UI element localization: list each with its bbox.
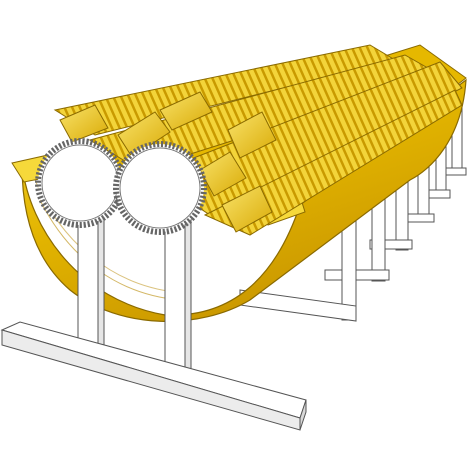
- gear-icon: [35, 138, 125, 228]
- gear-icon: [113, 141, 207, 235]
- front-stands: [0, 204, 307, 431]
- gear-racks: [53, 44, 463, 236]
- rack-block-4: [227, 111, 277, 159]
- stand-frame-2: [164, 209, 192, 376]
- base-beam: [0, 321, 307, 419]
- rack-block-2: [117, 111, 171, 158]
- rack-block-5: [199, 151, 247, 197]
- rack-block-3: [159, 91, 213, 131]
- rack-block-1: [59, 104, 109, 143]
- rack-block-6: [221, 185, 273, 233]
